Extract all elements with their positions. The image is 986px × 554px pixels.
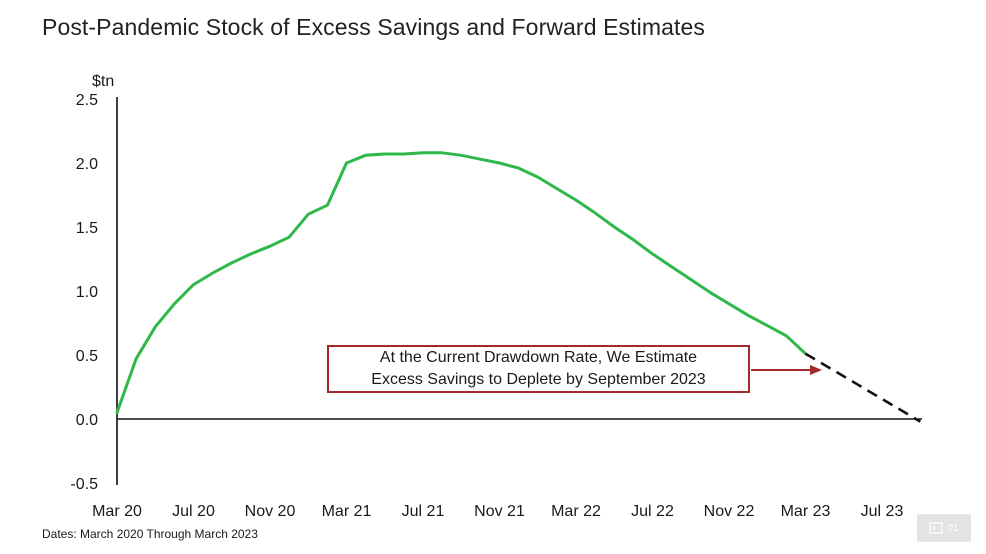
- annotation-arrow-head: [810, 365, 822, 375]
- x-tick-label: Nov 22: [704, 503, 755, 520]
- footnote: Dates: March 2020 Through March 2023: [42, 527, 258, 541]
- x-tick-label: Jul 20: [172, 503, 215, 520]
- x-tick-label: Jul 23: [861, 503, 904, 520]
- y-tick-label: -0.5: [70, 476, 98, 493]
- forward-estimate-line: [804, 352, 921, 423]
- chart-title: Post-Pandemic Stock of Excess Savings an…: [42, 14, 705, 40]
- page-badge[interactable]: 01: [917, 514, 971, 542]
- x-tick-label: Nov 20: [245, 503, 296, 520]
- y-tick-label: 2.5: [76, 92, 98, 109]
- y-tick-label: 1.5: [76, 220, 98, 237]
- annotation-box: At the Current Drawdown Rate, We Estimat…: [327, 345, 750, 393]
- x-tick-labels: Mar 20 Jul 20 Nov 20 Mar 21 Jul 21 Nov 21 Mar …: [92, 503, 903, 520]
- x-tick-label: Mar 21: [322, 503, 372, 520]
- annotation-arrow-group: [751, 365, 822, 375]
- y-tick-label: 0.5: [76, 348, 98, 365]
- annotation-line-1: At the Current Drawdown Rate, We Estimat…: [379, 349, 698, 366]
- x-tick-label: Mar 23: [781, 503, 831, 520]
- slide-icon: [929, 522, 944, 534]
- series-group: [115, 151, 921, 423]
- page-number: 01: [947, 522, 959, 534]
- x-tick-label: Jul 21: [402, 503, 445, 520]
- y-tick-label: 0.0: [76, 412, 98, 429]
- y-tick-label: 1.0: [76, 284, 98, 301]
- excess-savings-line: [115, 151, 807, 415]
- x-tick-label: Mar 22: [551, 503, 601, 520]
- x-tick-label: Mar 20: [92, 503, 142, 520]
- chart-axes: $tn: [92, 73, 922, 485]
- x-tick-label: Nov 21: [474, 503, 525, 520]
- y-tick-labels: 2.5 2.0 1.5 1.0 0.5 0.0 -0.5: [70, 92, 98, 493]
- annotation-line-2: Excess Savings to Deplete by September 2…: [371, 371, 706, 388]
- y-unit-label: $tn: [92, 73, 114, 90]
- y-tick-label: 2.0: [76, 156, 98, 173]
- x-tick-label: Jul 22: [631, 503, 674, 520]
